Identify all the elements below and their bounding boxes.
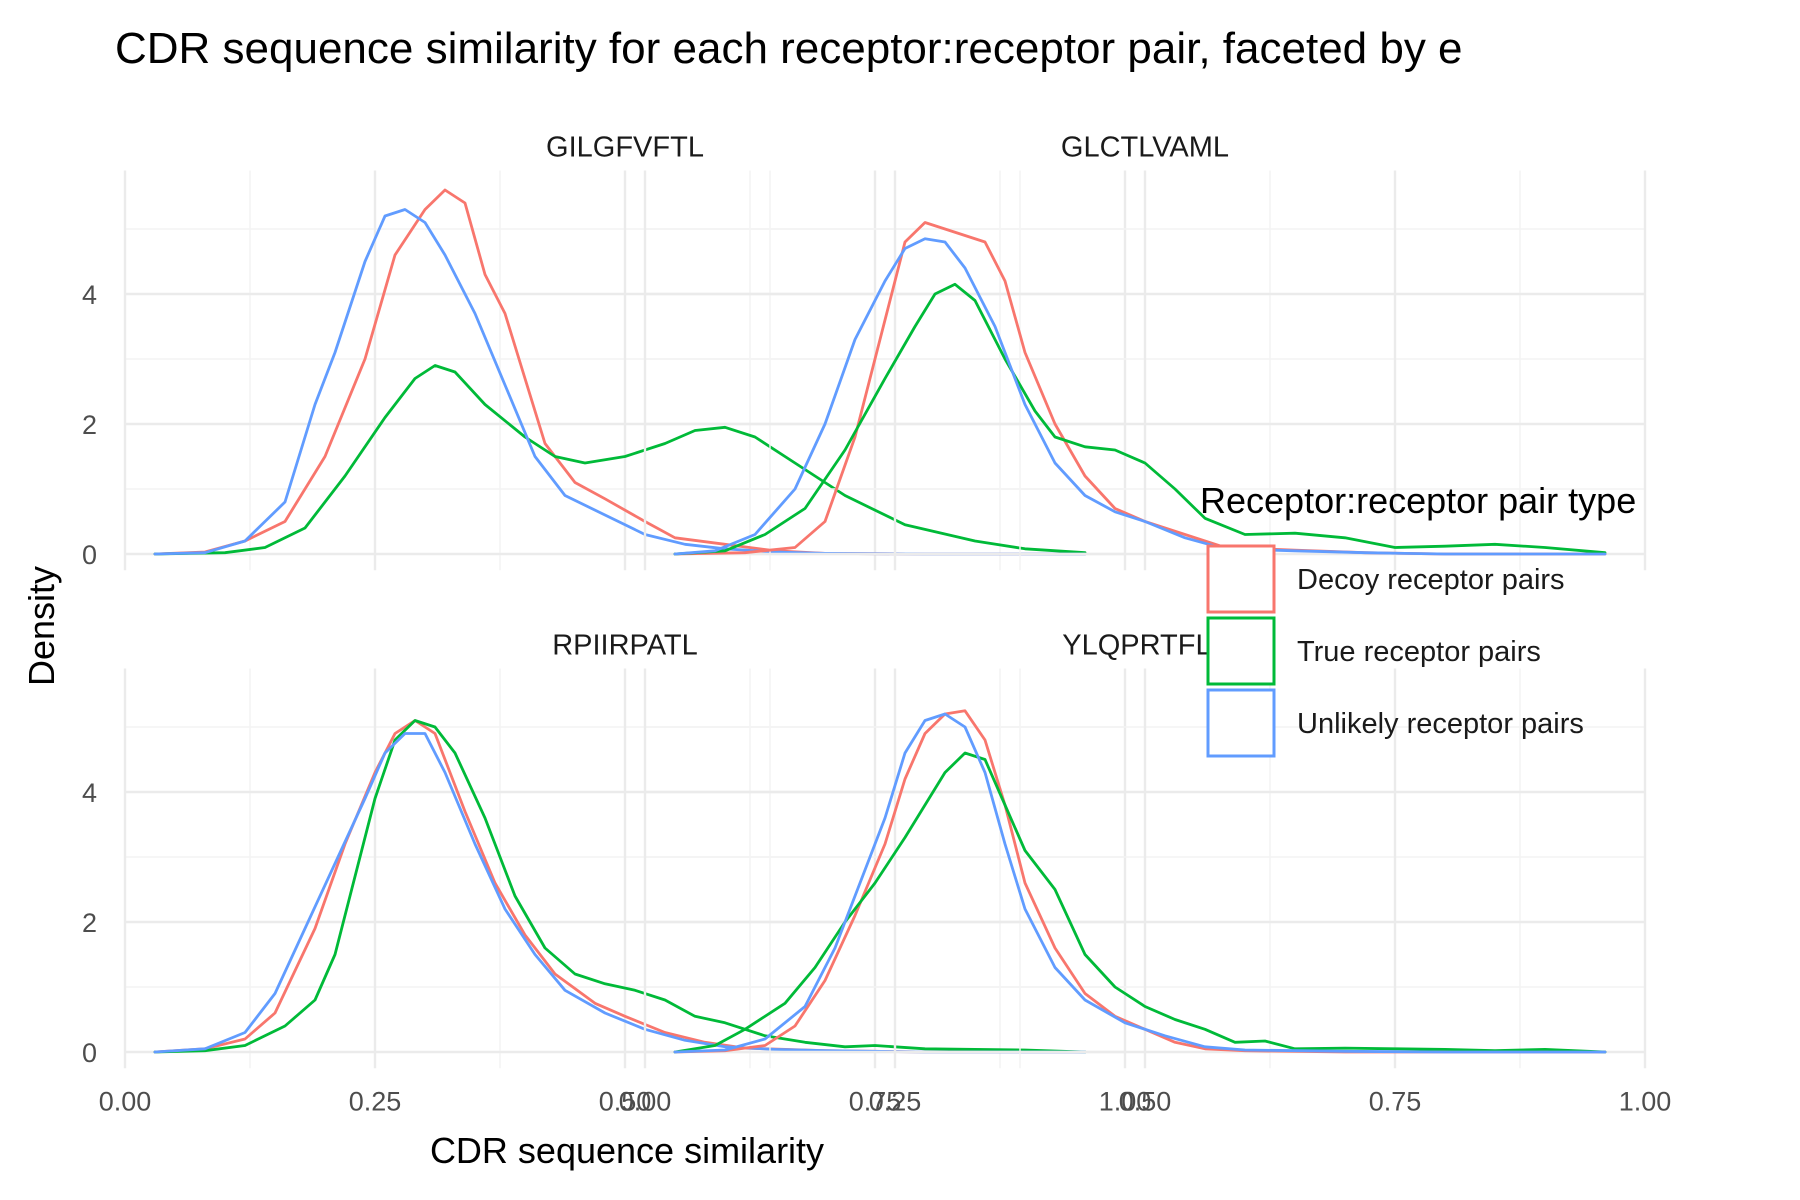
curve-decoy-receptor-pairs	[153, 719, 1087, 1054]
legend-key	[1206, 544, 1276, 614]
legend-label: Decoy receptor pairs	[1297, 564, 1565, 596]
y-axis-title: Density	[21, 566, 62, 686]
y-tick-label: 2	[82, 908, 97, 938]
y-tick-label: 2	[82, 410, 97, 440]
facet-panel-2: GLCTLVAML	[643, 132, 1647, 571]
legend-key	[1206, 688, 1276, 758]
facet-panel-1: GILGFVFTL 0 2 4	[82, 132, 1127, 571]
x-tick-label: 1.00	[1099, 1086, 1152, 1116]
x-tick-label: 0.00	[619, 1086, 672, 1116]
x-tick-label: 0.25	[349, 1086, 402, 1116]
x-tick-label: 0.75	[849, 1086, 902, 1116]
legend: Receptor:receptor pair type Decoy recept…	[1200, 480, 1636, 758]
legend-label: Unlikely receptor pairs	[1297, 708, 1584, 740]
curve-true-receptor-pairs	[673, 751, 1607, 1054]
y-tick-label: 4	[82, 280, 97, 310]
facet-strip-label: YLQPRTFLL	[1062, 630, 1227, 662]
facet-strip-label: GLCTLVAML	[1061, 132, 1229, 164]
legend-label: True receptor pairs	[1297, 636, 1541, 668]
x-tick-label: 1.00	[1619, 1086, 1672, 1116]
x-tick-label: 0.50	[1119, 1086, 1172, 1116]
y-tick-label: 0	[82, 540, 97, 570]
curve-decoy-receptor-pairs	[673, 709, 1607, 1054]
legend-key	[1206, 616, 1276, 686]
curve-unlikely-receptor-pairs	[673, 712, 1607, 1054]
curve-true-receptor-pairs	[153, 364, 1087, 556]
legend-title: Receptor:receptor pair type	[1200, 480, 1636, 521]
y-tick-label: 0	[82, 1038, 97, 1068]
x-tick-label: 0.50	[599, 1086, 652, 1116]
facet-strip-label: GILGFVFTL	[546, 132, 704, 164]
curve-true-receptor-pairs	[673, 282, 1607, 556]
x-tick-label: 0.00	[99, 1086, 152, 1116]
x-axis-title: CDR sequence similarity	[430, 1130, 824, 1171]
facet-strip-label: RPIIRPATL	[552, 630, 698, 662]
y-tick-label: 4	[82, 778, 97, 808]
curve-true-receptor-pairs	[153, 719, 1087, 1054]
facet-panels: GILGFVFTL 0 2 4 GLCTLVAML RPIIRPATL 0 2 4 0.00 0.2…	[82, 132, 1671, 1117]
curve-unlikely-receptor-pairs	[153, 208, 1087, 556]
curve-unlikely-receptor-pairs	[153, 732, 1087, 1054]
chart-title: CDR sequence similarity for each recepto…	[115, 24, 1463, 73]
x-tick-label: 0.25	[869, 1086, 922, 1116]
facet-panel-4: YLQPRTFLL 0.00 0.25 0.50 0.75 1.00	[619, 630, 1672, 1117]
facet-panel-3: RPIIRPATL 0 2 4 0.00 0.25 0.50 0.75 1.00	[82, 630, 1151, 1117]
x-tick-label: 0.75	[1369, 1086, 1422, 1116]
